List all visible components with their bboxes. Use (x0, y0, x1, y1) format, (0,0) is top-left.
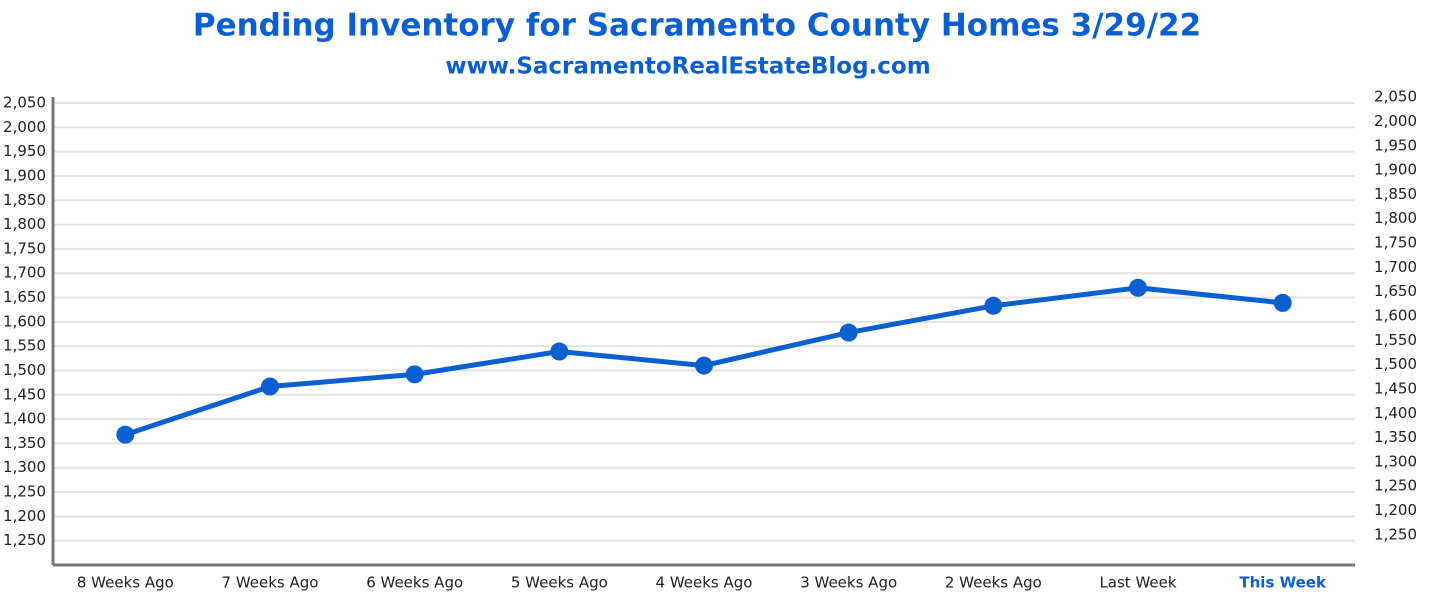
y2-tick-label: 1,900 (1374, 161, 1417, 179)
y2-tick-label: 2,050 (1374, 88, 1417, 106)
y-tick-label: 1,700 (3, 264, 46, 282)
x-tick-label: 7 Weeks Ago (222, 574, 319, 592)
x-tick-label: Last Week (1099, 574, 1176, 592)
y2-tick-label: 1,700 (1374, 258, 1417, 276)
y2-tick-label: 1,650 (1374, 282, 1417, 300)
y2-tick-label: 1,400 (1374, 404, 1417, 422)
y-tick-label: 1,800 (3, 215, 46, 233)
chart-title: Pending Inventory for Sacramento County … (193, 8, 1201, 44)
x-tick-label: 3 Weeks Ago (800, 574, 897, 592)
point (1129, 278, 1147, 297)
y2-tick-label: 1,350 (1374, 428, 1417, 446)
y-tick-label: 1,250 (3, 531, 46, 549)
y-tick-label: 1,900 (3, 166, 46, 184)
y-tick-label: 2,050 (3, 94, 46, 112)
point (116, 425, 135, 444)
y-tick-label: 1,600 (3, 312, 46, 330)
y-tick-label: 1,300 (3, 458, 46, 476)
y-tick-label: 1,450 (3, 385, 46, 403)
y2-tick-label: 1,250 (1374, 525, 1417, 543)
y2-tick-label: 1,950 (1374, 136, 1417, 154)
x-tick-label: 2 Weeks Ago (945, 574, 1042, 592)
y2-tick-label: 1,450 (1374, 379, 1417, 397)
y2-tick-label: 1,300 (1374, 452, 1417, 470)
point (261, 377, 279, 396)
y2-tick-label: 1,750 (1374, 234, 1417, 252)
point (405, 365, 424, 384)
y-tick-label: 1,350 (3, 434, 46, 452)
y2-tick-label: 1,200 (1374, 501, 1417, 519)
y2-tick-label: 2,000 (1374, 112, 1417, 130)
y-tick-label: 1,950 (3, 142, 46, 160)
x-tick-label: 6 Weeks Ago (366, 574, 463, 592)
y-tick-label: 1,850 (3, 191, 46, 209)
x-tick-label: This Week (1239, 574, 1327, 592)
x-tick-label: 5 Weeks Ago (511, 574, 608, 592)
y2-tick-label: 1,850 (1374, 185, 1417, 203)
y2-tick-label: 1,550 (1374, 331, 1417, 349)
point (695, 356, 713, 375)
point (550, 342, 569, 361)
y-tick-label: 2,000 (3, 118, 46, 136)
y-tick-label: 1,750 (3, 239, 46, 257)
point (984, 296, 1003, 315)
y-tick-label: 1,500 (3, 361, 46, 379)
point (839, 323, 858, 342)
chart-subtitle: www.SacramentoRealEstateBlog.com (445, 54, 930, 80)
y-tick-label: 1,650 (3, 288, 46, 306)
y-tick-label: 1,550 (3, 337, 46, 355)
y-tick-label: 1,200 (3, 507, 46, 525)
y2-tick-label: 1,250 (1374, 477, 1417, 495)
point (1273, 293, 1292, 312)
y-tick-label: 1,400 (3, 410, 46, 428)
x-tick-label: 8 Weeks Ago (77, 574, 174, 592)
y2-tick-label: 1,600 (1374, 307, 1417, 325)
y-tick-label: 1,250 (3, 483, 46, 501)
x-tick-label: 4 Weeks Ago (656, 574, 753, 592)
y2-tick-label: 1,800 (1374, 209, 1417, 227)
y2-tick-label: 1,500 (1374, 355, 1417, 373)
